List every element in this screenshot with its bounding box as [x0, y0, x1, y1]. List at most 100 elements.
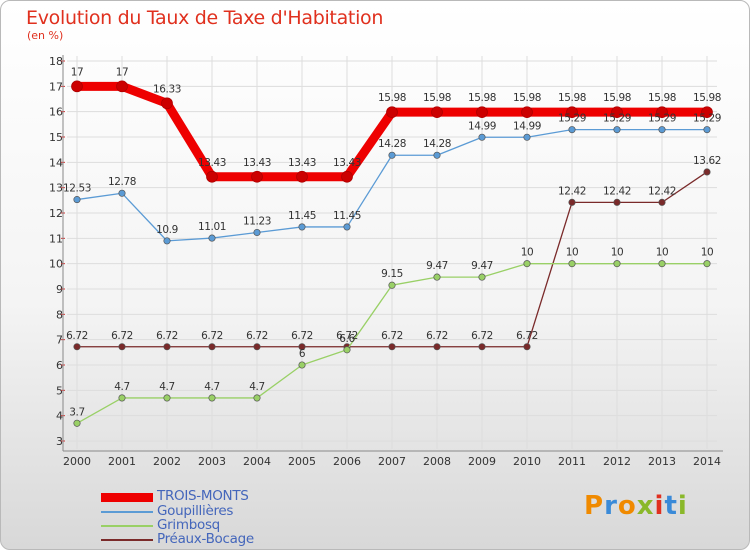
data-label: 12.53 — [63, 183, 91, 195]
data-point — [658, 198, 666, 206]
data-point — [478, 343, 486, 351]
x-tick-label: 2001 — [108, 455, 136, 468]
data-label: 11.45 — [333, 210, 361, 222]
data-point — [343, 223, 351, 231]
data-label: 10 — [656, 247, 669, 259]
data-label: 9.15 — [381, 268, 403, 280]
data-label: 15.29 — [558, 113, 586, 125]
axes: 3 4 5 6 7 8 9 10 11 12 13 14 15 16 17 18 2000 2001 2002 200… — [49, 55, 723, 468]
data-point — [296, 170, 308, 183]
data-labels: 17 17 16.33 13.43 13.43 13.43 13.43 15.98 15.98 1… — [63, 66, 721, 418]
data-point — [206, 170, 218, 183]
data-point — [568, 260, 576, 268]
data-point — [613, 260, 621, 268]
data-point — [568, 126, 576, 134]
y-tick-label: 9 — [56, 283, 63, 296]
data-point — [116, 80, 128, 93]
data-point — [343, 346, 351, 354]
data-point — [208, 394, 216, 402]
data-point — [431, 106, 443, 119]
data-label: 6.72 — [66, 330, 88, 342]
y-tick-label: 10 — [49, 258, 63, 271]
data-point — [568, 198, 576, 206]
data-point — [388, 343, 396, 351]
data-point — [118, 189, 126, 197]
data-label: 11.45 — [288, 210, 316, 222]
data-point — [388, 281, 396, 289]
data-point — [703, 168, 711, 176]
data-point — [656, 106, 668, 119]
y-tick-label: 11 — [49, 232, 63, 245]
data-label: 11.23 — [243, 216, 271, 228]
data-point — [613, 126, 621, 134]
data-point — [476, 106, 488, 119]
y-tick-label: 3 — [56, 435, 63, 448]
data-point — [521, 106, 533, 119]
x-tick-label: 2000 — [63, 455, 91, 468]
data-label: 3.7 — [69, 406, 85, 418]
y-tick-label: 5 — [56, 384, 63, 397]
data-label: 6.72 — [336, 330, 358, 342]
data-label: 4.7 — [204, 381, 220, 393]
data-label: 14.28 — [423, 138, 451, 150]
data-point — [523, 343, 531, 351]
data-point — [161, 97, 173, 110]
data-label: 6.72 — [156, 330, 178, 342]
data-label: 13.62 — [693, 155, 721, 167]
data-label: 6.72 — [471, 330, 493, 342]
data-point — [433, 343, 441, 351]
data-label: 14.99 — [468, 120, 496, 132]
x-tick-label: 2004 — [243, 455, 271, 468]
data-label: 15.98 — [423, 92, 451, 104]
y-unit-label: (en %) — [27, 29, 64, 42]
proxiti-logo: Proxiti — [584, 491, 688, 521]
data-label: 6.72 — [426, 330, 448, 342]
legend-label: TROIS-MONTS — [157, 488, 249, 504]
data-point — [208, 234, 216, 242]
data-point — [566, 106, 578, 119]
data-label: 10 — [701, 247, 714, 259]
data-point — [118, 343, 126, 351]
x-tick-label: 2008 — [423, 455, 451, 468]
data-label: 15.29 — [603, 113, 631, 125]
data-point — [478, 273, 486, 281]
data-point — [386, 106, 398, 119]
data-point — [523, 260, 531, 268]
legend-label: Grimbosq — [157, 517, 220, 533]
data-point — [73, 196, 81, 204]
data-point — [251, 170, 263, 183]
data-point — [298, 361, 306, 369]
data-point — [433, 151, 441, 159]
data-point — [163, 237, 171, 245]
data-point — [73, 419, 81, 427]
y-tick-label: 16 — [49, 106, 63, 119]
data-label: 12.42 — [603, 185, 631, 197]
data-point — [658, 126, 666, 134]
data-label: 15.98 — [648, 92, 676, 104]
x-tick-label: 2012 — [603, 455, 631, 468]
data-label: 6.72 — [246, 330, 268, 342]
y-tick-label: 12 — [49, 207, 63, 220]
data-point — [523, 133, 531, 141]
y-tick-label: 13 — [49, 182, 63, 195]
data-label: 6.72 — [381, 330, 403, 342]
data-label: 9.47 — [471, 260, 493, 272]
data-label: 14.99 — [513, 120, 541, 132]
legend-swatch — [101, 511, 153, 513]
data-label: 13.43 — [288, 157, 316, 169]
data-label: 15.98 — [378, 92, 406, 104]
data-label: 10 — [566, 247, 579, 259]
y-tick-label: 4 — [56, 410, 63, 423]
y-tick-label: 6 — [56, 359, 63, 372]
data-point — [253, 228, 261, 237]
data-point — [163, 394, 171, 402]
x-tick-label: 2003 — [198, 455, 226, 468]
x-tick-label: 2006 — [333, 455, 361, 468]
x-tick-label: 2011 — [558, 455, 586, 468]
data-label: 6.72 — [201, 330, 223, 342]
data-label: 6.72 — [111, 330, 133, 342]
data-point — [478, 133, 486, 141]
data-point — [163, 343, 171, 351]
